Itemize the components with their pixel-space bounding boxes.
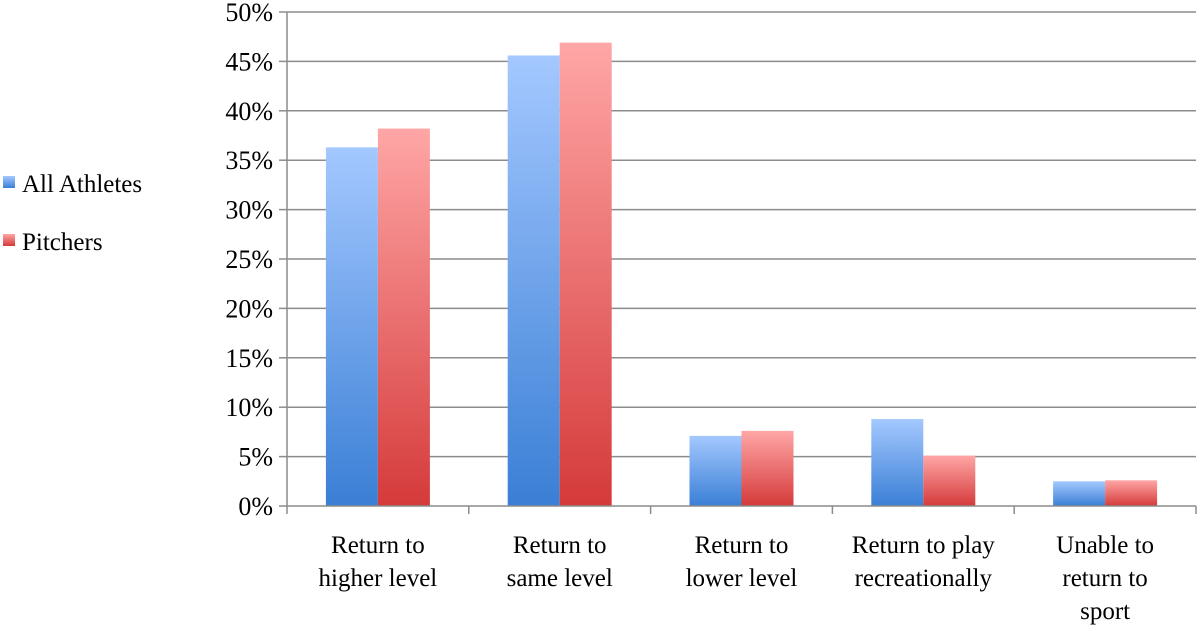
y-tick-labels: 0% 5% 10% 15% 20% 25% 30% 35% 40% 45% 50%	[225, 0, 273, 521]
bar-pitchers	[741, 430, 794, 506]
y-tick-label: 25%	[225, 245, 273, 274]
legend-label-all-athletes: All Athletes	[22, 171, 142, 198]
legend-swatch-all-athletes	[3, 176, 15, 188]
bar-pitchers	[559, 42, 612, 507]
bar-all-athletes	[507, 55, 560, 507]
legend-swatch-pitchers	[3, 234, 15, 246]
y-tick-label: 15%	[225, 344, 273, 373]
x-category-label: Unable to return to sport	[1056, 532, 1154, 625]
gridlines	[287, 11, 1196, 458]
y-tick-label: 10%	[225, 393, 273, 422]
x-category-label: Return to lower level	[686, 532, 798, 592]
bar-pitchers	[923, 455, 976, 506]
y-tick-label: 35%	[225, 146, 273, 175]
x-category-labels: Return to higher level Return to same level…	[319, 532, 1154, 625]
y-tick-label: 30%	[225, 196, 273, 225]
axes	[279, 11, 1197, 514]
y-tick-label: 50%	[225, 0, 273, 27]
bar-all-athletes	[325, 147, 378, 506]
x-category-label: Return to play recreationally	[852, 532, 996, 592]
y-tick-label: 5%	[238, 443, 273, 472]
bars	[325, 42, 1158, 507]
x-category-label: Return to higher level	[319, 532, 438, 592]
y-tick-label: 0%	[238, 492, 273, 521]
bar-all-athletes	[689, 435, 742, 506]
y-tick-label: 45%	[225, 47, 273, 76]
bar-pitchers	[1105, 480, 1158, 506]
legend-label-pitchers: Pitchers	[22, 229, 103, 256]
y-tick-label: 40%	[225, 97, 273, 126]
legend: All Athletes Pitchers	[3, 171, 142, 256]
y-tick-label: 20%	[225, 294, 273, 323]
bar-pitchers	[377, 128, 430, 507]
bar-all-athletes	[871, 419, 924, 506]
x-category-label: Return to same level	[507, 532, 613, 592]
bar-all-athletes	[1053, 481, 1106, 506]
